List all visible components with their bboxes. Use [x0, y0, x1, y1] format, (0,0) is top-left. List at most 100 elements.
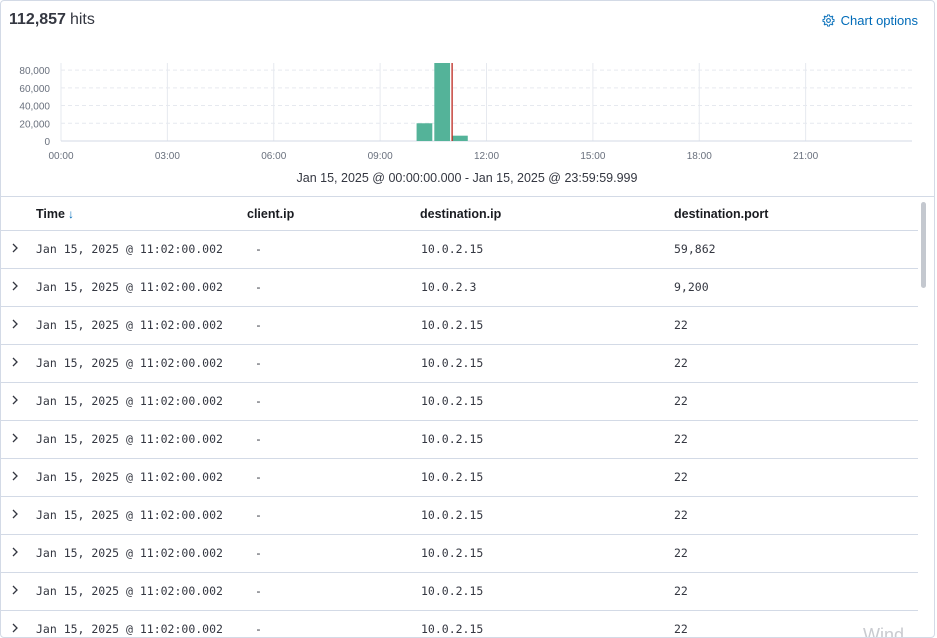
chart-options-label: Chart options: [840, 13, 918, 28]
chevron-right-icon[interactable]: [9, 279, 21, 293]
cell-destination-ip: 10.0.2.3: [421, 280, 477, 294]
activate-windows-watermark: Wind: [862, 625, 904, 638]
cell-time: Jan 15, 2025 @ 11:02:00.002: [36, 432, 223, 446]
documents-table: Time ↓ client.ip destination.ip destinat…: [1, 197, 918, 637]
vertical-scrollbar[interactable]: [921, 202, 926, 288]
cell-time: Jan 15, 2025 @ 11:02:00.002: [36, 508, 223, 522]
cell-time: Jan 15, 2025 @ 11:02:00.002: [36, 584, 223, 598]
cell-client-ip: -: [255, 508, 262, 522]
cell-time: Jan 15, 2025 @ 11:02:00.002: [36, 280, 223, 294]
cell-destination-ip: 10.0.2.15: [421, 432, 484, 446]
cell-destination-port: 22: [674, 622, 688, 636]
column-header-time-label: Time: [36, 207, 65, 221]
chart-options-button[interactable]: Chart options: [822, 13, 918, 28]
cell-destination-ip: 10.0.2.15: [421, 622, 484, 636]
table-row[interactable]: Jan 15, 2025 @ 11:02:00.002 - 10.0.2.15 22: [1, 535, 918, 573]
cell-client-ip: -: [255, 394, 262, 408]
table-header: Time ↓ client.ip destination.ip destinat…: [1, 197, 918, 231]
cell-destination-ip: 10.0.2.15: [421, 470, 484, 484]
cell-destination-ip: 10.0.2.15: [421, 546, 484, 560]
x-tick-label: 03:00: [155, 151, 180, 162]
cell-time: Jan 15, 2025 @ 11:02:00.002: [36, 546, 223, 560]
y-tick-label: 0: [44, 137, 50, 148]
column-header-client-ip-label: client.ip: [247, 207, 295, 221]
histogram-bar: [416, 123, 433, 141]
cell-time: Jan 15, 2025 @ 11:02:00.002: [36, 242, 223, 256]
x-tick-label: 06:00: [261, 151, 286, 162]
chevron-right-icon[interactable]: [9, 469, 21, 483]
histogram-bar: [452, 135, 468, 141]
hits-header: 112,857 hits: [9, 11, 95, 33]
chevron-right-icon[interactable]: [9, 431, 21, 445]
histogram-bar: [434, 63, 451, 141]
divider: [1, 196, 934, 197]
table-row[interactable]: Jan 15, 2025 @ 11:02:00.002 - 10.0.2.15 22: [1, 345, 918, 383]
cell-destination-port: 22: [674, 356, 688, 370]
x-tick-label: 09:00: [368, 151, 393, 162]
table-row[interactable]: Jan 15, 2025 @ 11:02:00.002 - 10.0.2.15 22: [1, 611, 918, 637]
x-tick-label: 15:00: [580, 151, 605, 162]
x-tick-label: 12:00: [474, 151, 499, 162]
x-tick-label: 21:00: [793, 151, 818, 162]
cell-destination-ip: 10.0.2.15: [421, 394, 484, 408]
cell-destination-port: 9,200: [674, 280, 709, 294]
column-header-destination-port-label: destination.port: [674, 207, 769, 221]
gear-icon: [822, 14, 835, 27]
table-row[interactable]: Jan 15, 2025 @ 11:02:00.002 - 10.0.2.15 22: [1, 421, 918, 459]
cell-client-ip: -: [255, 546, 262, 560]
table-body: Jan 15, 2025 @ 11:02:00.002 - 10.0.2.15 59,…: [1, 231, 918, 637]
cell-client-ip: -: [255, 280, 262, 294]
cell-destination-port: 22: [674, 470, 688, 484]
cell-client-ip: -: [255, 470, 262, 484]
cell-client-ip: -: [255, 622, 262, 636]
cell-destination-port: 22: [674, 394, 688, 408]
column-header-destination-port[interactable]: destination.port: [674, 207, 768, 221]
y-tick-label: 80,000: [19, 66, 50, 77]
cell-client-ip: -: [255, 242, 262, 256]
cell-destination-ip: 10.0.2.15: [421, 584, 484, 598]
chevron-right-icon[interactable]: [9, 583, 21, 597]
hits-histogram[interactable]: 0 20,000 40,000 60,000 80,000 00:00 03:00 06:00…: [1, 57, 935, 169]
hits-count: 112,857: [9, 11, 66, 28]
cell-destination-port: 22: [674, 318, 688, 332]
cell-client-ip: -: [255, 318, 262, 332]
time-range-label: Jan 15, 2025 @ 00:00:00.000 - Jan 15, 20…: [296, 171, 638, 185]
cell-time: Jan 15, 2025 @ 11:02:00.002: [36, 622, 223, 636]
cell-destination-port: 22: [674, 546, 688, 560]
column-header-time[interactable]: Time ↓: [36, 207, 74, 221]
cell-destination-port: 22: [674, 584, 688, 598]
table-row[interactable]: Jan 15, 2025 @ 11:02:00.002 - 10.0.2.15 22: [1, 573, 918, 611]
column-header-destination-ip-label: destination.ip: [420, 207, 502, 221]
cell-destination-port: 22: [674, 508, 688, 522]
cell-destination-ip: 10.0.2.15: [421, 356, 484, 370]
cell-destination-ip: 10.0.2.15: [421, 318, 484, 332]
column-header-destination-ip[interactable]: destination.ip: [420, 207, 501, 221]
y-tick-label: 40,000: [19, 102, 50, 113]
cell-destination-ip: 10.0.2.15: [421, 508, 484, 522]
x-tick-label: 18:00: [687, 151, 712, 162]
cell-client-ip: -: [255, 584, 262, 598]
cell-time: Jan 15, 2025 @ 11:02:00.002: [36, 394, 223, 408]
x-tick-label: 00:00: [48, 151, 73, 162]
chevron-right-icon[interactable]: [9, 241, 21, 255]
table-row[interactable]: Jan 15, 2025 @ 11:02:00.002 - 10.0.2.15 22: [1, 459, 918, 497]
column-header-client-ip[interactable]: client.ip: [247, 207, 294, 221]
cell-destination-port: 59,862: [674, 242, 716, 256]
table-row[interactable]: Jan 15, 2025 @ 11:02:00.002 - 10.0.2.15 22: [1, 383, 918, 421]
chevron-right-icon[interactable]: [9, 545, 21, 559]
table-row[interactable]: Jan 15, 2025 @ 11:02:00.002 - 10.0.2.15 59,…: [1, 231, 918, 269]
chevron-right-icon[interactable]: [9, 507, 21, 521]
chevron-right-icon[interactable]: [9, 621, 21, 635]
sort-descending-icon[interactable]: ↓: [67, 207, 74, 221]
table-row[interactable]: Jan 15, 2025 @ 11:02:00.002 - 10.0.2.15 22: [1, 497, 918, 535]
chevron-right-icon[interactable]: [9, 393, 21, 407]
chevron-right-icon[interactable]: [9, 355, 21, 369]
cell-time: Jan 15, 2025 @ 11:02:00.002: [36, 356, 223, 370]
chevron-right-icon[interactable]: [9, 317, 21, 331]
table-row[interactable]: Jan 15, 2025 @ 11:02:00.002 - 10.0.2.15 22: [1, 307, 918, 345]
cell-destination-port: 22: [674, 432, 688, 446]
table-row[interactable]: Jan 15, 2025 @ 11:02:00.002 - 10.0.2.3 9,20…: [1, 269, 918, 307]
cell-client-ip: -: [255, 432, 262, 446]
cell-time: Jan 15, 2025 @ 11:02:00.002: [36, 318, 223, 332]
